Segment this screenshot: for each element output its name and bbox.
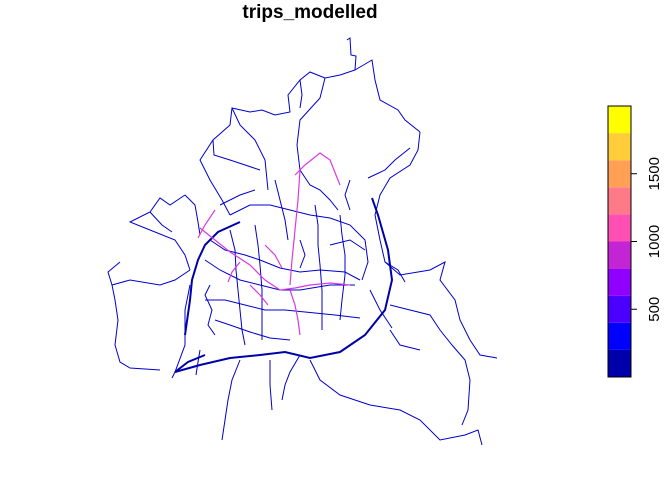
legend-bin-9: [608, 106, 631, 134]
legend-bin-4: [608, 241, 631, 269]
legend-bin-3: [608, 268, 631, 296]
legend-bin-0: [608, 349, 631, 377]
high-flow-roads: [197, 152, 351, 336]
road-network-map: [107, 37, 498, 446]
legend-tick-label: 1000: [646, 225, 663, 258]
legend-bin-7: [608, 160, 631, 188]
legend-bin-6: [608, 187, 631, 215]
map-title: trips_modelled: [242, 2, 378, 23]
legend-tick-label: 1500: [646, 157, 663, 190]
legend-tick-label: 500: [646, 297, 663, 322]
legend-bin-5: [608, 214, 631, 242]
ring-road: [174, 197, 394, 373]
legend-color-bins: [608, 106, 631, 377]
low-flow-roads: [107, 37, 498, 446]
legend-bin-8: [608, 133, 631, 161]
legend-ticks: 500 1000 1500: [631, 157, 663, 322]
legend-bin-1: [608, 322, 631, 350]
legend-bin-2: [608, 295, 631, 323]
